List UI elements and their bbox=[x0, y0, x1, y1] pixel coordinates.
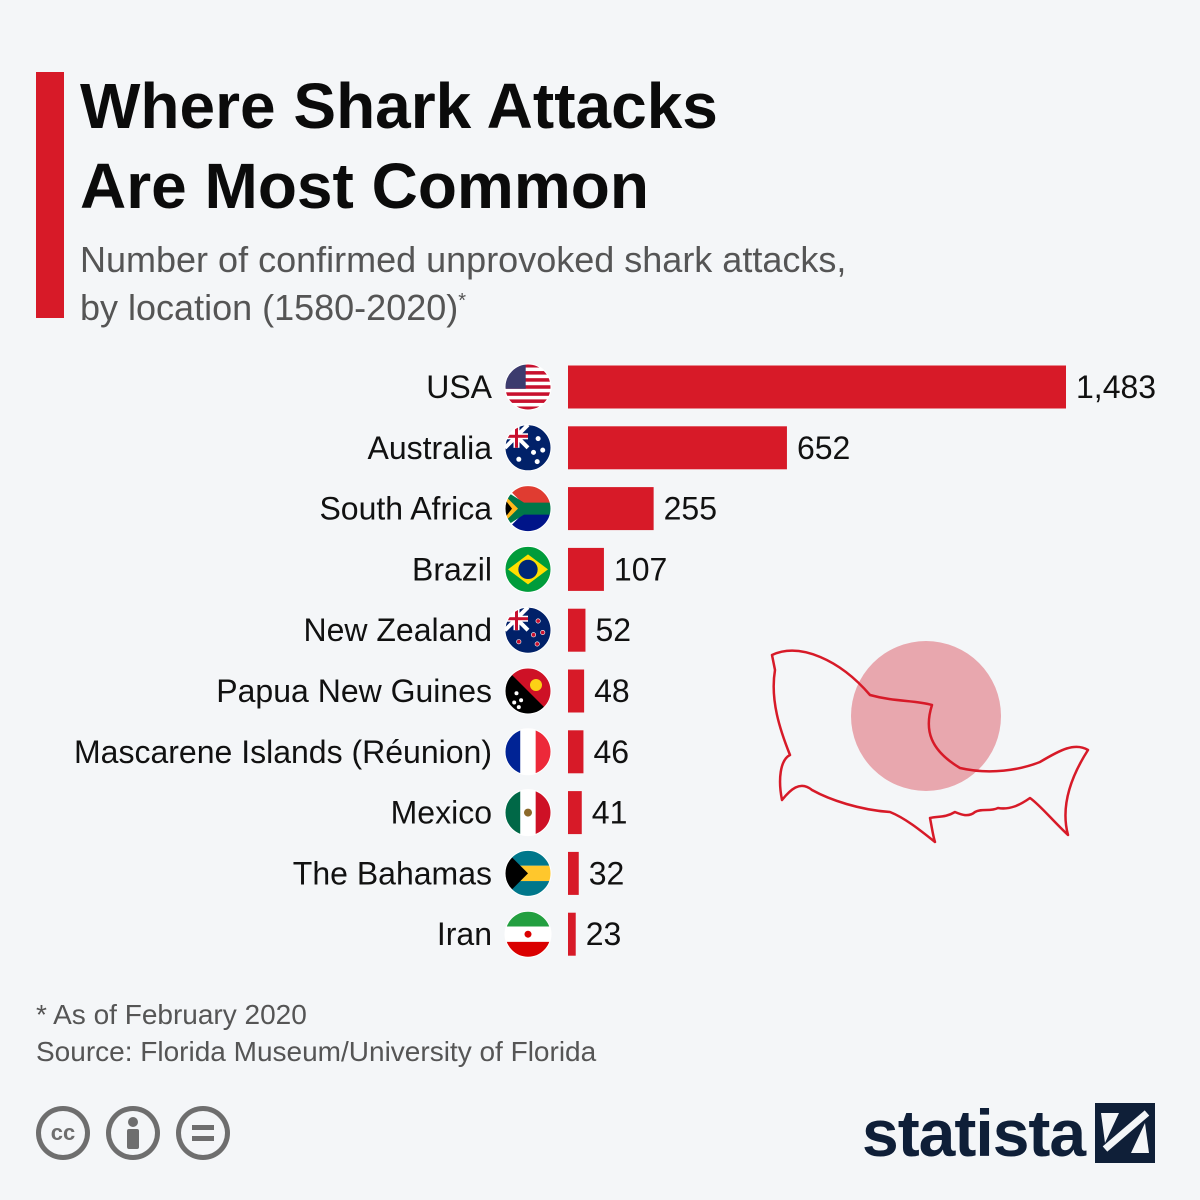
no-derivatives-icon[interactable] bbox=[176, 1106, 230, 1160]
bar-row: Papua New Guines 48 bbox=[216, 667, 630, 715]
category-label: USA bbox=[426, 369, 492, 405]
chart-title: Where Shark Attacks Are Most Common bbox=[80, 66, 1080, 226]
category-label: Brazil bbox=[412, 551, 492, 587]
shark-illustration bbox=[770, 641, 1090, 844]
value-label: 41 bbox=[592, 795, 628, 831]
footnote: * As of February 2020 bbox=[36, 999, 307, 1030]
category-label: Australia bbox=[368, 430, 493, 466]
bar-row: Australia 652 bbox=[368, 424, 850, 472]
value-label: 107 bbox=[614, 551, 667, 587]
bar-row: USA 1,483 bbox=[426, 363, 1156, 411]
brazil-flag-icon bbox=[504, 545, 552, 593]
subtitle-line-1: Number of confirmed unprovoked shark att… bbox=[80, 239, 847, 280]
value-label: 23 bbox=[586, 916, 622, 952]
bar bbox=[568, 487, 654, 531]
title-line-1: Where Shark Attacks bbox=[80, 70, 718, 142]
bar-row: New Zealand 52 bbox=[303, 606, 631, 654]
attribution-icon[interactable] bbox=[106, 1106, 160, 1160]
bar-rows: USA 1,483 Australia 652 South Africa 255 Brazi… bbox=[74, 363, 1156, 958]
shark-circle-decoration bbox=[851, 641, 1001, 791]
bar-chart: USA 1,483 Australia 652 South Africa 255 Brazi… bbox=[74, 363, 1156, 958]
bar bbox=[568, 730, 584, 774]
category-label: The Bahamas bbox=[293, 855, 492, 891]
new-zealand-flag-icon bbox=[504, 606, 552, 654]
bar bbox=[568, 851, 579, 895]
value-label: 46 bbox=[593, 734, 629, 770]
bar bbox=[568, 669, 585, 713]
title-accent-bar bbox=[36, 72, 64, 318]
bar bbox=[568, 365, 1066, 409]
subtitle-footnote-marker: * bbox=[458, 290, 467, 312]
bar-row: Mexico 41 bbox=[391, 789, 628, 837]
category-label: Mexico bbox=[391, 795, 492, 831]
source-note: Source: Florida Museum/University of Flo… bbox=[36, 1036, 597, 1067]
france-flag-icon bbox=[504, 728, 552, 776]
bar-row: South Africa 255 bbox=[319, 485, 717, 533]
bar bbox=[568, 912, 576, 956]
value-label: 652 bbox=[797, 430, 850, 466]
category-label: Papua New Guines bbox=[216, 673, 492, 709]
statista-logo[interactable]: statista bbox=[862, 1096, 1156, 1170]
license-icons: cc bbox=[36, 1106, 230, 1160]
value-label: 255 bbox=[664, 491, 717, 527]
value-label: 1,483 bbox=[1076, 369, 1156, 405]
category-label: Mascarene Islands (Réunion) bbox=[74, 734, 492, 770]
bar bbox=[568, 608, 586, 652]
bar-row: Iran 23 bbox=[437, 910, 622, 958]
cc-icon[interactable]: cc bbox=[36, 1106, 90, 1160]
bar bbox=[568, 791, 582, 835]
bar bbox=[568, 547, 604, 591]
usa-flag-icon bbox=[504, 363, 552, 411]
statista-wordmark: statista bbox=[862, 1096, 1086, 1170]
shark-outline-icon bbox=[770, 649, 1090, 844]
value-label: 32 bbox=[589, 855, 625, 891]
value-label: 48 bbox=[594, 673, 630, 709]
bahamas-flag-icon bbox=[504, 849, 552, 897]
footer-notes: * As of February 2020 Source: Florida Mu… bbox=[36, 996, 596, 1070]
category-label: South Africa bbox=[319, 491, 492, 527]
subtitle-line-2: by location (1580-2020) bbox=[80, 287, 459, 328]
iran-flag-icon bbox=[504, 910, 552, 958]
statista-mark-icon bbox=[1095, 1103, 1156, 1163]
south-africa-flag-icon bbox=[504, 485, 552, 533]
australia-flag-icon bbox=[504, 424, 552, 472]
value-label: 52 bbox=[595, 612, 631, 648]
mexico-flag-icon bbox=[504, 789, 552, 837]
bar-row: Mascarene Islands (Réunion) 46 bbox=[74, 728, 629, 776]
papua-new-guinea-flag-icon bbox=[504, 667, 552, 715]
bar-row: Brazil 107 bbox=[412, 545, 667, 593]
category-label: New Zealand bbox=[303, 612, 492, 648]
title-line-2: Are Most Common bbox=[80, 150, 649, 222]
bar bbox=[568, 426, 787, 470]
bar-row: The Bahamas 32 bbox=[293, 849, 625, 897]
category-label: Iran bbox=[437, 916, 492, 952]
chart-subtitle: Number of confirmed unprovoked shark att… bbox=[80, 236, 1130, 332]
